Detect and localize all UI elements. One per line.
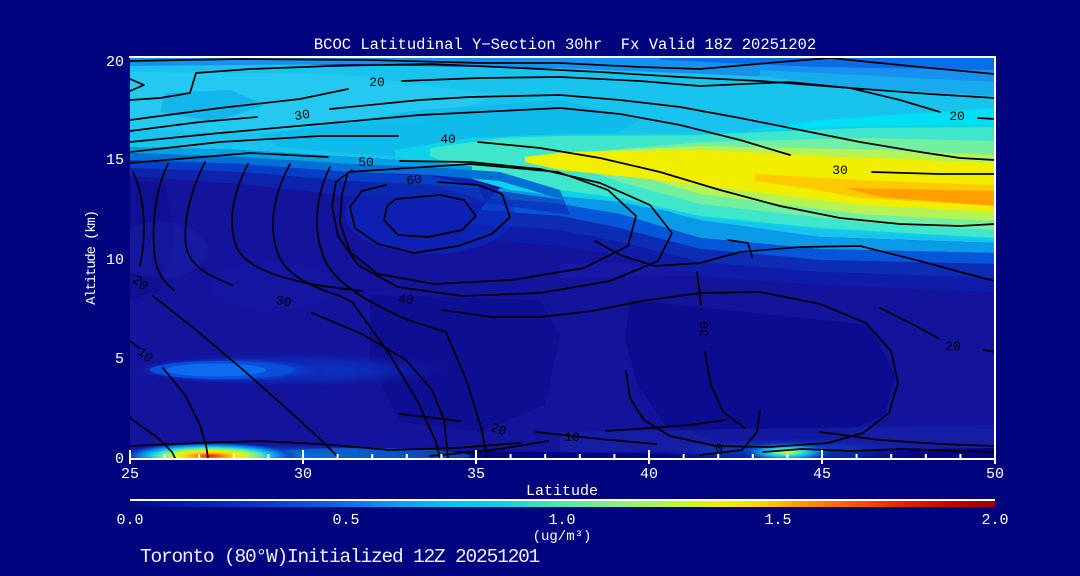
- svg-text:30: 30: [294, 466, 312, 483]
- svg-text:60: 60: [405, 172, 423, 189]
- svg-text:0.0: 0.0: [116, 512, 143, 529]
- svg-text:40: 40: [640, 466, 658, 483]
- svg-text:(ug/m³): (ug/m³): [533, 529, 592, 545]
- svg-text:35: 35: [467, 466, 485, 483]
- svg-text:5: 5: [115, 351, 124, 368]
- svg-text:2.0: 2.0: [981, 512, 1008, 529]
- svg-text:40: 40: [440, 132, 456, 147]
- svg-text:0: 0: [715, 441, 723, 456]
- svg-text:30: 30: [697, 321, 712, 337]
- svg-text:40: 40: [397, 292, 414, 308]
- svg-text:0.5: 0.5: [332, 512, 359, 529]
- svg-text:20: 20: [945, 339, 961, 354]
- svg-text:50: 50: [986, 466, 1004, 483]
- svg-text:45: 45: [813, 466, 831, 483]
- svg-text:10: 10: [106, 252, 124, 269]
- svg-text:30: 30: [832, 163, 848, 178]
- svg-text:BCOC Latitudinal Y−Section 30h: BCOC Latitudinal Y−Section 30hr Fx Valid…: [314, 36, 816, 54]
- svg-text:1.5: 1.5: [764, 512, 791, 529]
- svg-text:20: 20: [489, 420, 509, 439]
- svg-text:Latitude: Latitude: [526, 483, 598, 500]
- svg-text:20: 20: [106, 54, 124, 71]
- svg-text:20: 20: [129, 272, 151, 294]
- svg-text:15: 15: [106, 152, 124, 169]
- svg-text:Altitude (km): Altitude (km): [84, 211, 100, 305]
- svg-text:20: 20: [369, 75, 385, 90]
- svg-text:Toronto (80°W)Initialized 12Z: Toronto (80°W)Initialized 12Z 20251201: [140, 546, 540, 568]
- svg-text:50: 50: [358, 155, 374, 170]
- svg-text:1.0: 1.0: [548, 512, 575, 529]
- svg-text:30: 30: [275, 293, 293, 310]
- svg-text:0: 0: [115, 451, 124, 468]
- svg-text:20: 20: [949, 109, 965, 124]
- svg-text:30: 30: [293, 107, 311, 124]
- svg-text:25: 25: [121, 466, 139, 483]
- svg-text:10: 10: [564, 430, 580, 445]
